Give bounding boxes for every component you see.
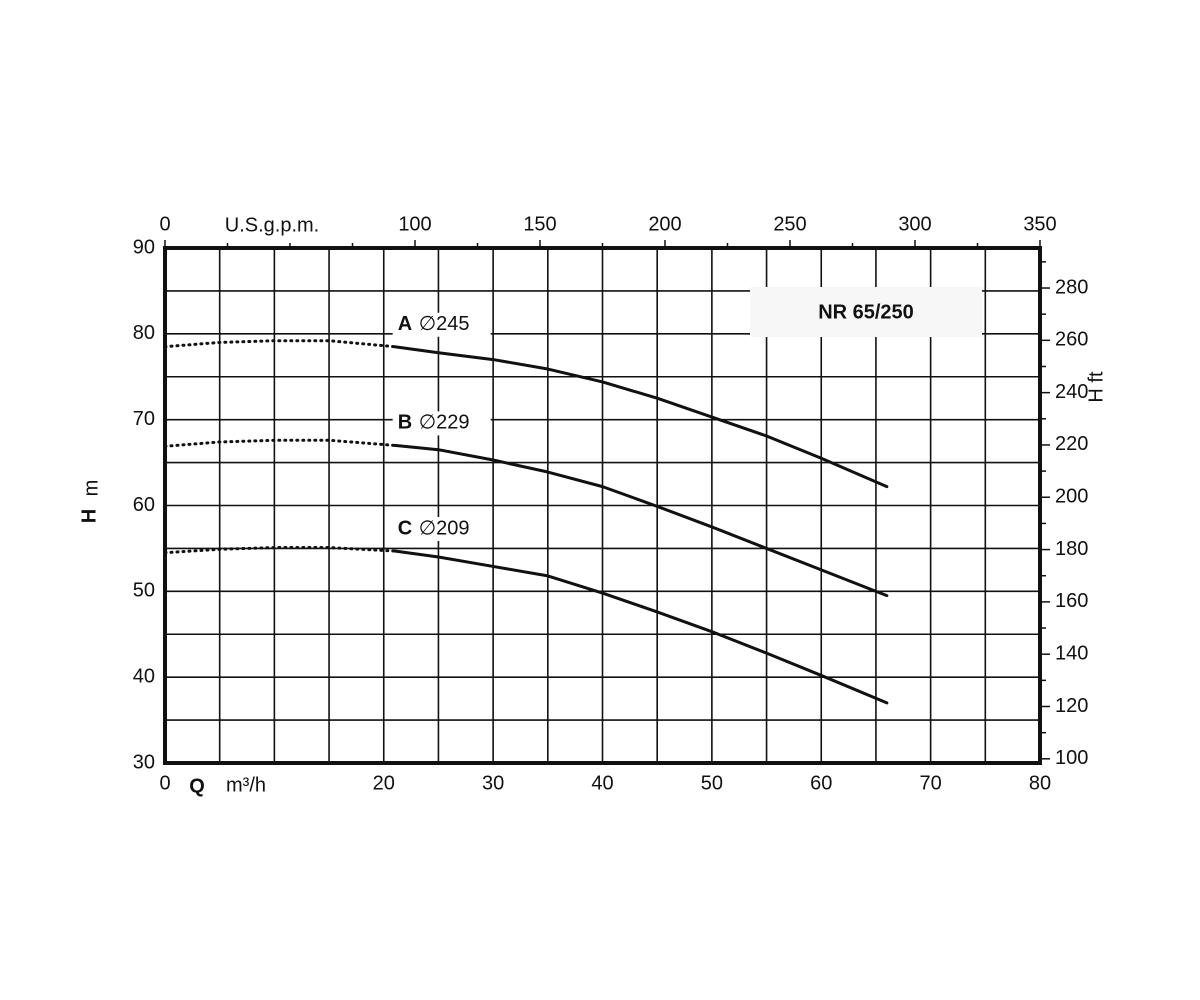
x2-tick-label: 150 <box>523 213 556 235</box>
curve-label: A <box>398 313 412 335</box>
y2-tick-label: 220 <box>1055 433 1088 455</box>
x2-tick-label: 300 <box>898 213 931 235</box>
x-tick-label: 30 <box>482 772 504 794</box>
x-tick-label: 60 <box>810 772 832 794</box>
x2-tick-label: 100 <box>398 213 431 235</box>
y2-tick-label: 160 <box>1055 590 1088 612</box>
curve-diameter: ∅229 <box>419 412 470 434</box>
y2-tick-label: 140 <box>1055 642 1088 664</box>
y-tick-label: 40 <box>133 665 155 687</box>
y2-tick-label: 260 <box>1055 329 1088 351</box>
y-tick-label: 80 <box>133 322 155 344</box>
x-tick-label: 0 <box>159 772 170 794</box>
y2-tick-label: 200 <box>1055 486 1088 508</box>
curve-diameter: ∅245 <box>419 313 470 335</box>
curve-label-bg <box>392 516 491 541</box>
y-tick-label: 70 <box>133 408 155 430</box>
y2-axis-label: H ft <box>1085 371 1107 403</box>
solid-curve <box>393 443 889 598</box>
dotted-curve <box>163 438 397 448</box>
y-tick-label: 60 <box>133 494 155 516</box>
solid-curve <box>393 345 889 489</box>
x-axis-label: Q <box>189 775 205 797</box>
y-tick-label: 90 <box>133 236 155 258</box>
y-tick-label: 30 <box>133 751 155 773</box>
curve-diameter: ∅209 <box>419 517 470 539</box>
solid-curve <box>393 549 889 705</box>
x-tick-label: 40 <box>591 772 613 794</box>
curve-label: B <box>398 412 412 434</box>
x2-tick-label: 0 <box>159 213 170 235</box>
x-tick-label: 50 <box>701 772 723 794</box>
y2-tick-label: 120 <box>1055 695 1088 717</box>
dotted-curve <box>163 546 397 555</box>
x2-axis-label: U.S.g.p.m. <box>225 214 319 236</box>
y-axis-label: H <box>78 509 100 523</box>
chart-title: NR 65/250 <box>818 301 914 323</box>
x2-tick-label: 350 <box>1023 213 1056 235</box>
y-tick-label: 50 <box>133 580 155 602</box>
x-tick-label: 20 <box>373 772 395 794</box>
y2-tick-label: 100 <box>1055 747 1088 769</box>
x-tick-label: 70 <box>920 772 942 794</box>
x-axis-unit: m³/h <box>226 774 266 796</box>
y-axis-unit: m <box>80 480 102 497</box>
y2-tick-label: 240 <box>1055 381 1088 403</box>
x2-tick-label: 200 <box>648 213 681 235</box>
curve-label: C <box>398 517 412 539</box>
x2-tick-label: 250 <box>773 213 806 235</box>
curve-label-bg <box>392 411 491 436</box>
title-box <box>750 287 982 337</box>
y2-tick-label: 180 <box>1055 538 1088 560</box>
x-tick-label: 80 <box>1029 772 1051 794</box>
curve-label-bg <box>392 312 491 337</box>
dotted-curve <box>163 339 397 349</box>
y2-tick-label: 280 <box>1055 276 1088 298</box>
